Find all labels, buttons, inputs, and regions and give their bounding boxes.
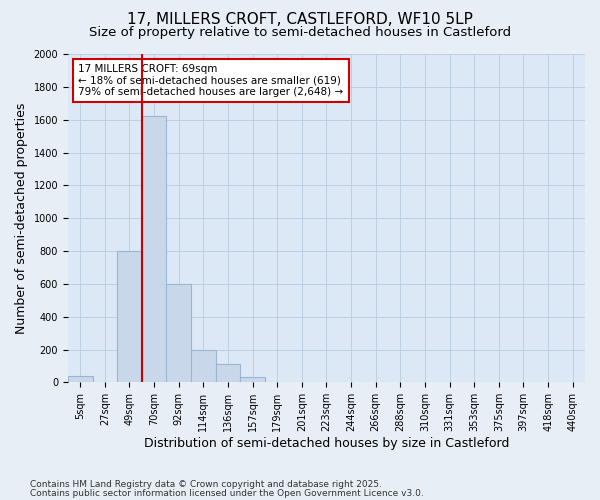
Y-axis label: Number of semi-detached properties: Number of semi-detached properties — [15, 102, 28, 334]
Bar — [240, 378, 265, 382]
X-axis label: Distribution of semi-detached houses by size in Castleford: Distribution of semi-detached houses by … — [144, 437, 509, 450]
Bar — [142, 116, 166, 382]
Text: Size of property relative to semi-detached houses in Castleford: Size of property relative to semi-detach… — [89, 26, 511, 39]
Text: 17 MILLERS CROFT: 69sqm
← 18% of semi-detached houses are smaller (619)
79% of s: 17 MILLERS CROFT: 69sqm ← 18% of semi-de… — [78, 64, 343, 97]
Text: Contains HM Land Registry data © Crown copyright and database right 2025.: Contains HM Land Registry data © Crown c… — [30, 480, 382, 489]
Bar — [68, 376, 92, 382]
Bar — [166, 284, 191, 382]
Bar — [215, 364, 240, 382]
Text: Contains public sector information licensed under the Open Government Licence v3: Contains public sector information licen… — [30, 488, 424, 498]
Bar — [117, 251, 142, 382]
Text: 17, MILLERS CROFT, CASTLEFORD, WF10 5LP: 17, MILLERS CROFT, CASTLEFORD, WF10 5LP — [127, 12, 473, 28]
Bar — [191, 350, 215, 382]
